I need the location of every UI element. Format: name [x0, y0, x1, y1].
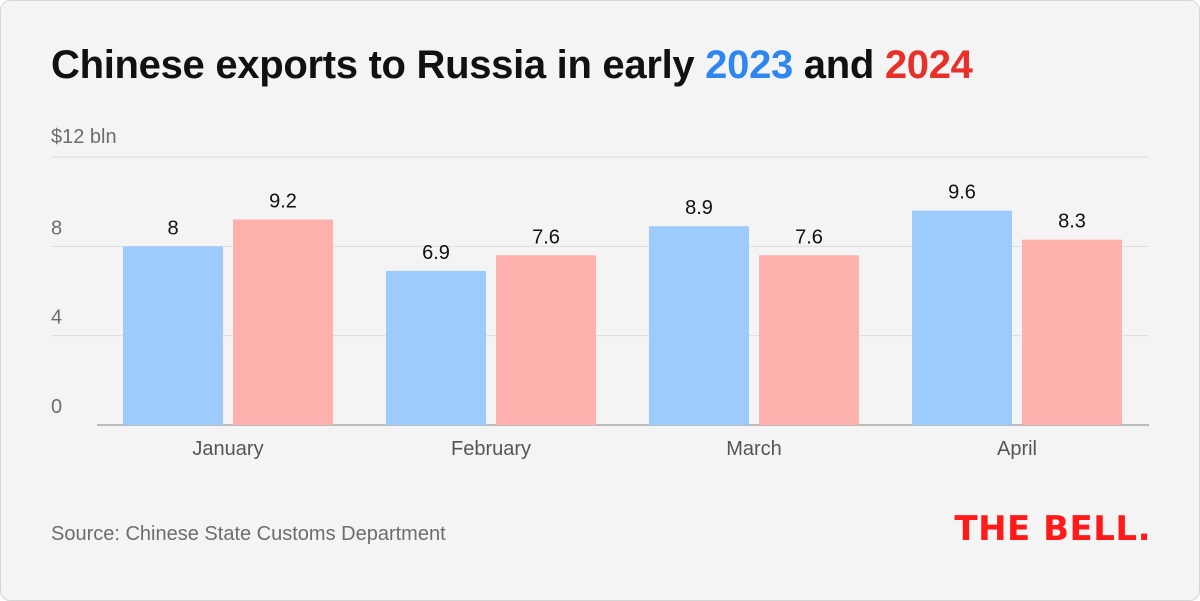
- data-label: 7.6: [532, 226, 560, 248]
- y-tick-label: 0: [51, 396, 62, 418]
- data-label: 8.9: [685, 197, 713, 219]
- data-label: 6.9: [422, 242, 450, 264]
- the-bell-logo: THE BELL.: [954, 509, 1151, 549]
- y-tick-label: 8: [51, 217, 62, 239]
- title-year-2023: 2023: [705, 43, 793, 87]
- x-category-label: March: [726, 438, 782, 460]
- title-joiner: and: [792, 43, 885, 87]
- y-axis-unit-label: $12 bln: [51, 126, 117, 148]
- bar-2024-january: [233, 219, 333, 425]
- data-label: 9.6: [948, 182, 976, 204]
- bar-2024-march: [759, 255, 859, 425]
- data-label: 8.3: [1058, 211, 1086, 233]
- bar-2024-february: [496, 255, 596, 425]
- bar-2023-april: [912, 210, 1012, 425]
- data-label: 8: [167, 217, 178, 239]
- chart-title: Chinese exports to Russia in early 2023 …: [51, 43, 973, 88]
- bar-2023-march: [649, 226, 749, 425]
- y-tick-label: 4: [51, 307, 62, 329]
- x-category-label: January: [192, 438, 263, 460]
- data-label: 7.6: [795, 226, 823, 248]
- x-category-label: February: [451, 438, 531, 460]
- title-year-2024: 2024: [884, 43, 973, 87]
- source-note: Source: Chinese State Customs Department: [51, 523, 446, 545]
- bar-2023-february: [386, 270, 486, 425]
- bar-2024-april: [1022, 239, 1122, 425]
- title-prefix: Chinese exports to Russia in early: [51, 43, 706, 87]
- data-label: 9.2: [269, 191, 297, 213]
- x-category-label: April: [997, 438, 1037, 460]
- bar-2023-january: [123, 246, 223, 425]
